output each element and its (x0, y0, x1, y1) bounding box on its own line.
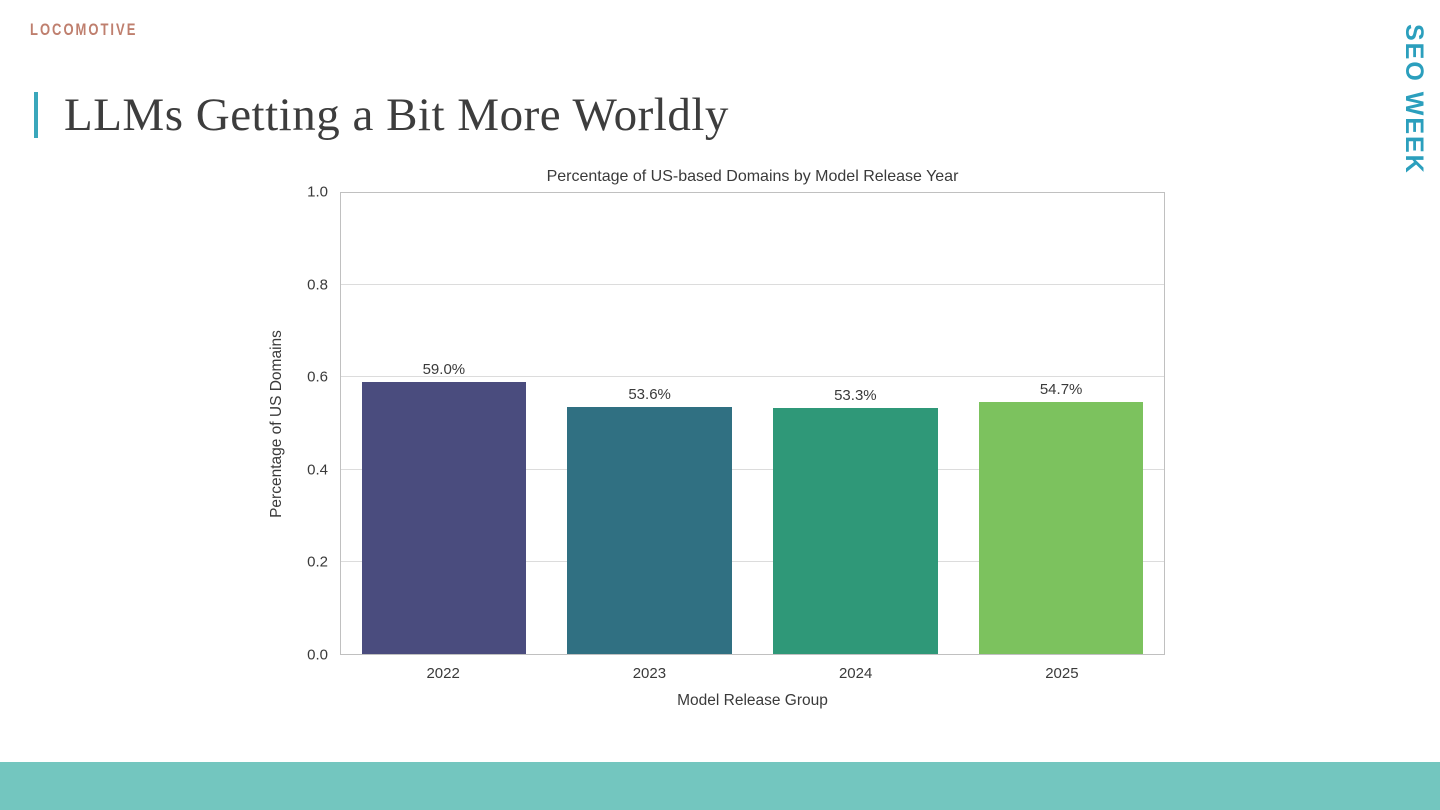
y-tick-label: 0.2 (307, 553, 328, 571)
y-axis-ticks: 0.0 0.2 0.4 0.6 0.8 1.0 (282, 184, 328, 664)
y-tick-label: 0.8 (307, 276, 328, 294)
gridline (341, 468, 1164, 470)
bar (361, 382, 527, 654)
bar-value-label: 53.3% (834, 387, 877, 405)
title-row: LLMs Getting a Bit More Worldly (34, 88, 729, 142)
bar-group: 53.6% (547, 193, 753, 654)
x-axis-ticks: 2022 2023 2024 2025 (340, 665, 1165, 682)
x-tick-label: 2023 (632, 665, 667, 682)
x-axis-label: Model Release Group (677, 692, 828, 709)
seo-week-banner: SEO WEEK (1400, 24, 1428, 175)
gridline (341, 560, 1164, 562)
bar-value-label: 59.0% (422, 361, 466, 379)
plot-area: 59.0% 53.6% 53.3% 54.7% (340, 192, 1165, 655)
x-tick-label: 2025 (1045, 665, 1079, 682)
y-tick-label: 0.0 (307, 646, 328, 664)
gridline (341, 284, 1164, 286)
title-accent-bar (34, 92, 38, 138)
gridline (341, 376, 1164, 378)
bar-group: 53.3% (753, 193, 959, 654)
chart-title: Percentage of US-based Domains by Model … (546, 168, 959, 185)
x-tick-label: 2022 (426, 665, 460, 682)
bar-value-label: 54.7% (1039, 380, 1083, 398)
bar-group: 59.0% (341, 193, 547, 654)
y-tick-label: 1.0 (307, 183, 328, 201)
bar-value-label: 53.6% (628, 385, 671, 403)
bar (773, 408, 938, 654)
footer-bar (0, 762, 1440, 810)
y-tick-label: 0.6 (307, 368, 328, 386)
bar-chart: Percentage of US-based Domains by Model … (268, 168, 1180, 720)
page-title: LLMs Getting a Bit More Worldly (64, 89, 729, 141)
bar (978, 401, 1144, 654)
locomotive-logo: LOCOMOTIVE (30, 20, 138, 39)
bar-group: 54.7% (958, 193, 1164, 654)
x-tick-label: 2024 (838, 665, 873, 682)
bar (567, 406, 732, 654)
y-tick-label: 0.4 (307, 461, 328, 479)
